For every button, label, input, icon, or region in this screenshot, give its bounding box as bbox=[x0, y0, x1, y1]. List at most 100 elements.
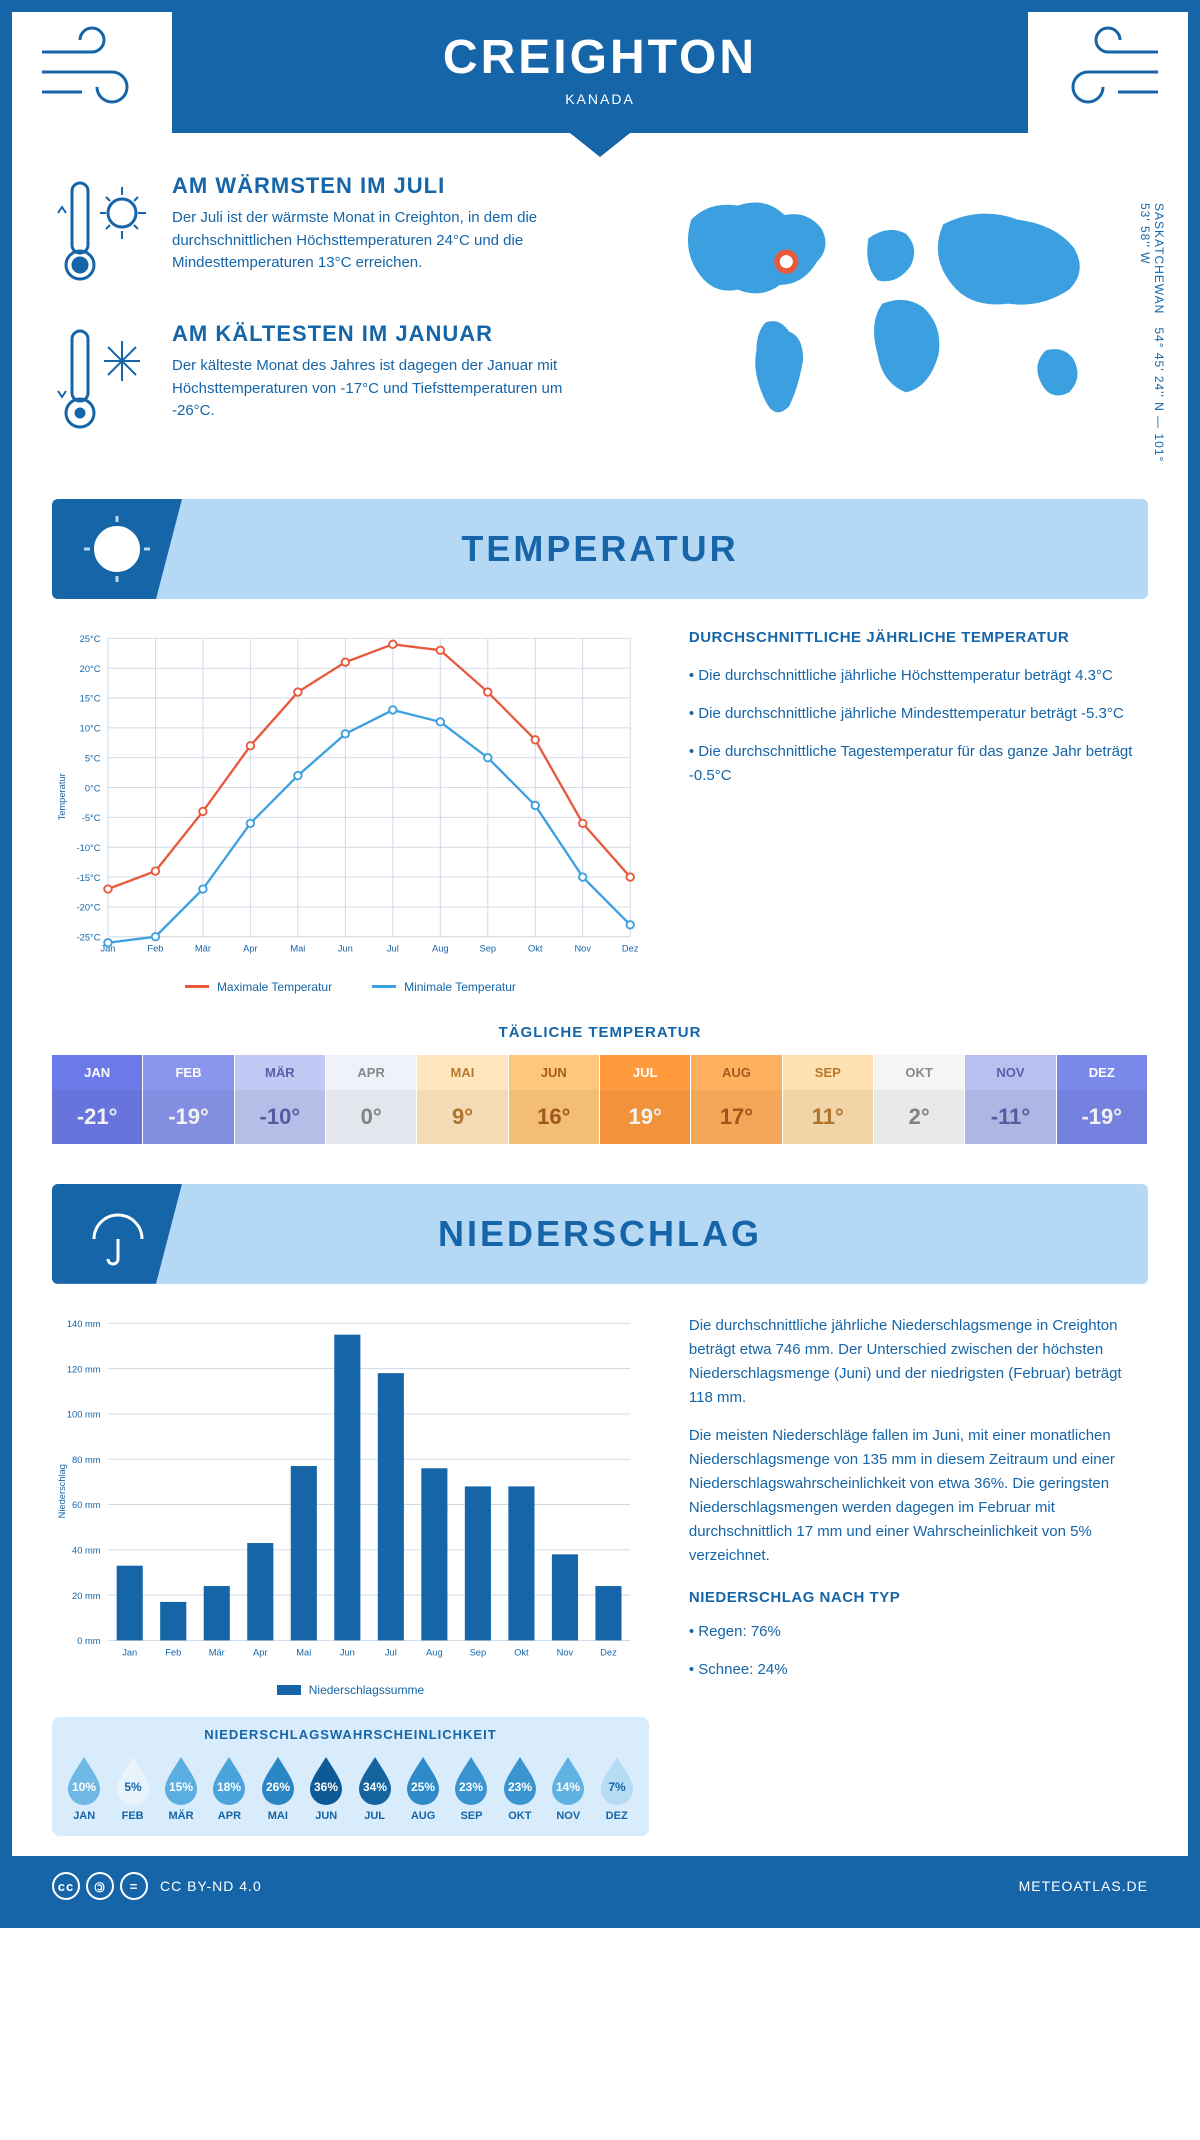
month-cell: APR0° bbox=[326, 1055, 417, 1144]
svg-text:Nov: Nov bbox=[557, 1647, 574, 1657]
svg-text:20°C: 20°C bbox=[80, 664, 101, 674]
prob-cell: 10%JAN bbox=[62, 1752, 106, 1822]
warmest-title: AM WÄRMSTEN IM JULI bbox=[172, 173, 605, 199]
prec-title: NIEDERSCHLAG bbox=[52, 1213, 1148, 1255]
svg-text:Mär: Mär bbox=[195, 944, 211, 954]
header-banner: CREIGHTON KANADA bbox=[172, 12, 1028, 133]
svg-text:5%: 5% bbox=[124, 1780, 142, 1794]
location-marker bbox=[777, 252, 796, 271]
coordinates-label: SASKATCHEWAN 54° 45' 24'' N — 101° 53' 5… bbox=[1138, 203, 1166, 469]
thermometer-sun-icon bbox=[52, 173, 152, 293]
svg-text:60 mm: 60 mm bbox=[72, 1500, 101, 1510]
svg-text:15°C: 15°C bbox=[80, 694, 101, 704]
month-cell: JUN16° bbox=[509, 1055, 600, 1144]
svg-text:Feb: Feb bbox=[165, 1647, 181, 1657]
svg-text:23%: 23% bbox=[508, 1780, 532, 1794]
coldest-fact: AM KÄLTESTEN IM JANUAR Der kälteste Mona… bbox=[52, 321, 605, 441]
site-label: METEOATLAS.DE bbox=[1019, 1878, 1148, 1894]
svg-text:Sep: Sep bbox=[479, 944, 496, 954]
month-cell: JAN-21° bbox=[52, 1055, 143, 1144]
svg-text:7%: 7% bbox=[608, 1780, 626, 1794]
svg-text:Okt: Okt bbox=[528, 944, 543, 954]
infographic-page: CREIGHTON KANADA AM WÄRMSTEN IM JULI Der… bbox=[0, 0, 1200, 1928]
svg-text:Nov: Nov bbox=[574, 944, 591, 954]
country-label: KANADA bbox=[172, 91, 1028, 107]
prob-cell: 14%NOV bbox=[546, 1752, 590, 1822]
month-cell: MAI9° bbox=[417, 1055, 508, 1144]
svg-text:34%: 34% bbox=[363, 1780, 387, 1794]
month-cell: AUG17° bbox=[691, 1055, 782, 1144]
svg-text:Okt: Okt bbox=[514, 1647, 529, 1657]
svg-text:100 mm: 100 mm bbox=[67, 1409, 101, 1419]
svg-text:Mai: Mai bbox=[290, 944, 305, 954]
month-cell: DEZ-19° bbox=[1057, 1055, 1148, 1144]
coldest-text: Der kälteste Monat des Jahres ist dagege… bbox=[172, 355, 605, 423]
temp-title: TEMPERATUR bbox=[52, 528, 1148, 570]
svg-text:Mai: Mai bbox=[296, 1647, 311, 1657]
coldest-title: AM KÄLTESTEN IM JANUAR bbox=[172, 321, 605, 347]
prec-section-header: NIEDERSCHLAG bbox=[52, 1184, 1148, 1284]
daily-temp-title: TÄGLICHE TEMPERATUR bbox=[12, 1024, 1188, 1041]
prob-cell: 23%OKT bbox=[498, 1752, 542, 1822]
svg-text:-5°C: -5°C bbox=[82, 813, 101, 823]
thermometer-snow-icon bbox=[52, 321, 152, 441]
svg-text:15%: 15% bbox=[169, 1780, 193, 1794]
svg-text:Aug: Aug bbox=[426, 1647, 443, 1657]
svg-text:Feb: Feb bbox=[147, 944, 163, 954]
svg-text:Apr: Apr bbox=[243, 944, 258, 954]
prob-cell: 5%FEB bbox=[110, 1752, 154, 1822]
month-cell: OKT2° bbox=[874, 1055, 965, 1144]
svg-text:120 mm: 120 mm bbox=[67, 1364, 101, 1374]
prob-cell: 36%JUN bbox=[304, 1752, 348, 1822]
month-cell: SEP11° bbox=[783, 1055, 874, 1144]
svg-text:Dez: Dez bbox=[622, 944, 639, 954]
wind-icon bbox=[32, 22, 152, 122]
svg-text:Aug: Aug bbox=[432, 944, 449, 954]
svg-text:10%: 10% bbox=[72, 1780, 96, 1794]
prob-cell: 18%APR bbox=[207, 1752, 251, 1822]
prob-cell: 23%SEP bbox=[449, 1752, 493, 1822]
month-cell: MÄR-10° bbox=[235, 1055, 326, 1144]
svg-text:Apr: Apr bbox=[253, 1647, 268, 1657]
svg-text:-10°C: -10°C bbox=[77, 843, 101, 853]
svg-text:Temperatur: Temperatur bbox=[57, 773, 67, 820]
svg-text:Mär: Mär bbox=[209, 1647, 225, 1657]
svg-text:25%: 25% bbox=[411, 1780, 435, 1794]
prob-cell: 7%DEZ bbox=[594, 1752, 638, 1822]
cc-icons: cc🄯= bbox=[52, 1872, 148, 1900]
svg-text:Dez: Dez bbox=[600, 1647, 617, 1657]
prob-cell: 15%MÄR bbox=[159, 1752, 203, 1822]
month-cell: JUL19° bbox=[600, 1055, 691, 1144]
svg-text:Jun: Jun bbox=[338, 944, 353, 954]
city-title: CREIGHTON bbox=[172, 30, 1028, 85]
license-label: CC BY-ND 4.0 bbox=[160, 1878, 262, 1894]
svg-text:Jul: Jul bbox=[385, 1647, 397, 1657]
daily-temp-strip: JAN-21°FEB-19°MÄR-10°APR0°MAI9°JUN16°JUL… bbox=[52, 1055, 1148, 1144]
svg-text:Jun: Jun bbox=[340, 1647, 355, 1657]
prob-cell: 25%AUG bbox=[401, 1752, 445, 1822]
svg-text:14%: 14% bbox=[556, 1780, 580, 1794]
wind-icon bbox=[1048, 22, 1168, 122]
svg-text:23%: 23% bbox=[459, 1780, 483, 1794]
svg-text:0°C: 0°C bbox=[85, 783, 101, 793]
svg-text:80 mm: 80 mm bbox=[72, 1455, 101, 1465]
svg-text:36%: 36% bbox=[314, 1780, 338, 1794]
svg-text:10°C: 10°C bbox=[80, 724, 101, 734]
svg-text:-25°C: -25°C bbox=[77, 932, 101, 942]
svg-text:Niederschlag: Niederschlag bbox=[57, 1464, 67, 1518]
world-map bbox=[645, 173, 1148, 453]
sun-icon bbox=[82, 514, 152, 584]
month-cell: FEB-19° bbox=[143, 1055, 234, 1144]
probability-box: NIEDERSCHLAGSWAHRSCHEINLICHKEIT 10%JAN5%… bbox=[52, 1717, 649, 1836]
svg-text:20 mm: 20 mm bbox=[72, 1591, 101, 1601]
footer: cc🄯= CC BY-ND 4.0 METEOATLAS.DE bbox=[12, 1856, 1188, 1916]
svg-text:40 mm: 40 mm bbox=[72, 1545, 101, 1555]
umbrella-icon bbox=[84, 1201, 150, 1267]
prob-cell: 26%MAI bbox=[256, 1752, 300, 1822]
svg-text:18%: 18% bbox=[217, 1780, 241, 1794]
svg-text:-15°C: -15°C bbox=[77, 873, 101, 883]
prec-legend: Niederschlagssumme bbox=[52, 1683, 649, 1697]
temp-legend: Maximale Temperatur Minimale Temperatur bbox=[52, 980, 649, 994]
warmest-text: Der Juli ist der wärmste Monat in Creigh… bbox=[172, 207, 605, 275]
svg-text:140 mm: 140 mm bbox=[67, 1319, 101, 1329]
